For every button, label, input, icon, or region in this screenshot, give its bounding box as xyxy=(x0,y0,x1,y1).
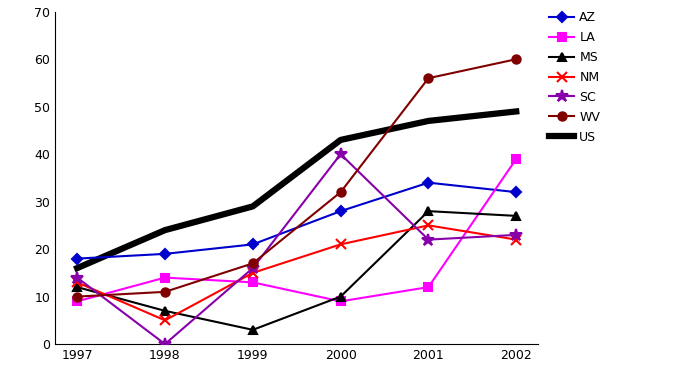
US xyxy=(424,118,433,123)
LA xyxy=(337,299,345,304)
Line: US: US xyxy=(77,111,516,268)
AZ xyxy=(512,190,520,194)
SC xyxy=(73,275,81,280)
LA xyxy=(248,280,257,285)
MS xyxy=(248,328,257,332)
AZ xyxy=(73,256,81,261)
AZ xyxy=(424,180,433,185)
MS xyxy=(512,213,520,218)
MS xyxy=(337,294,345,299)
Line: WV: WV xyxy=(73,55,520,301)
WV xyxy=(248,261,257,266)
US xyxy=(161,228,169,233)
Line: LA: LA xyxy=(73,155,520,305)
MS xyxy=(161,308,169,313)
NM xyxy=(512,237,520,242)
US xyxy=(337,138,345,142)
AZ xyxy=(161,251,169,256)
LA xyxy=(424,285,433,289)
MS xyxy=(73,285,81,289)
SC xyxy=(161,342,169,346)
Line: SC: SC xyxy=(71,148,522,350)
US xyxy=(512,109,520,114)
SC xyxy=(424,237,433,242)
SC xyxy=(248,266,257,271)
US xyxy=(248,204,257,209)
SC xyxy=(512,233,520,237)
AZ xyxy=(248,242,257,247)
LA xyxy=(73,299,81,304)
AZ xyxy=(337,209,345,213)
LA xyxy=(161,275,169,280)
Line: NM: NM xyxy=(72,221,521,325)
Line: AZ: AZ xyxy=(74,179,520,262)
MS xyxy=(424,209,433,213)
NM xyxy=(73,280,81,285)
NM xyxy=(248,271,257,275)
NM xyxy=(161,318,169,323)
SC xyxy=(337,152,345,156)
LA xyxy=(512,156,520,161)
WV xyxy=(337,190,345,194)
WV xyxy=(161,289,169,294)
Line: MS: MS xyxy=(73,207,520,334)
WV xyxy=(424,76,433,81)
NM xyxy=(424,223,433,228)
WV xyxy=(512,57,520,61)
WV xyxy=(73,294,81,299)
US xyxy=(73,266,81,271)
Legend: AZ, LA, MS, NM, SC, WV, US: AZ, LA, MS, NM, SC, WV, US xyxy=(549,11,600,143)
NM xyxy=(337,242,345,247)
